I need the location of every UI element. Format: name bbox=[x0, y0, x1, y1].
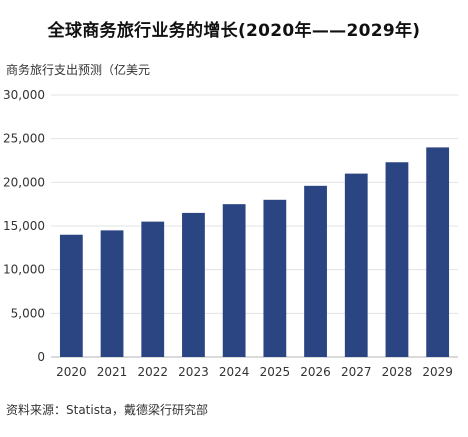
source-note: 资料来源：Statista，戴德梁行研究部 bbox=[6, 403, 209, 417]
y-tick-label: 0 bbox=[37, 350, 45, 364]
y-tick-label: 20,000 bbox=[3, 175, 45, 189]
bar-2021 bbox=[100, 230, 124, 357]
bar-2020 bbox=[59, 234, 83, 357]
bar-2028 bbox=[385, 162, 409, 357]
y-tick-label: 5,000 bbox=[11, 306, 45, 320]
x-tick-label: 2023 bbox=[178, 365, 209, 379]
bar-2023 bbox=[182, 212, 205, 357]
bar-2026 bbox=[304, 185, 327, 357]
x-tick-label: 2020 bbox=[56, 365, 87, 379]
bar-2025 bbox=[263, 199, 287, 357]
bar-2027 bbox=[344, 173, 368, 357]
x-tick-label: 2026 bbox=[300, 365, 331, 379]
x-tick-label: 2029 bbox=[422, 365, 453, 379]
bar-2024 bbox=[222, 204, 246, 357]
x-tick-label: 2022 bbox=[137, 365, 168, 379]
y-tick-label: 30,000 bbox=[3, 88, 45, 102]
y-tick-label: 10,000 bbox=[3, 263, 45, 277]
y-tick-label: 15,000 bbox=[3, 219, 45, 233]
x-tick-label: 2021 bbox=[97, 365, 128, 379]
x-tick-label: 2025 bbox=[260, 365, 291, 379]
y-axis-label: 商务旅行支出预测（亿美元 bbox=[6, 63, 151, 77]
x-tick-label: 2027 bbox=[341, 365, 372, 379]
y-tick-label: 25,000 bbox=[3, 132, 45, 146]
x-tick-label: 2028 bbox=[382, 365, 413, 379]
bar-2029 bbox=[426, 147, 450, 357]
x-tick-label: 2024 bbox=[219, 365, 250, 379]
chart-title: 全球商务旅行业务的增长(2020年——2029年) bbox=[47, 21, 421, 41]
bar-2022 bbox=[141, 221, 165, 357]
